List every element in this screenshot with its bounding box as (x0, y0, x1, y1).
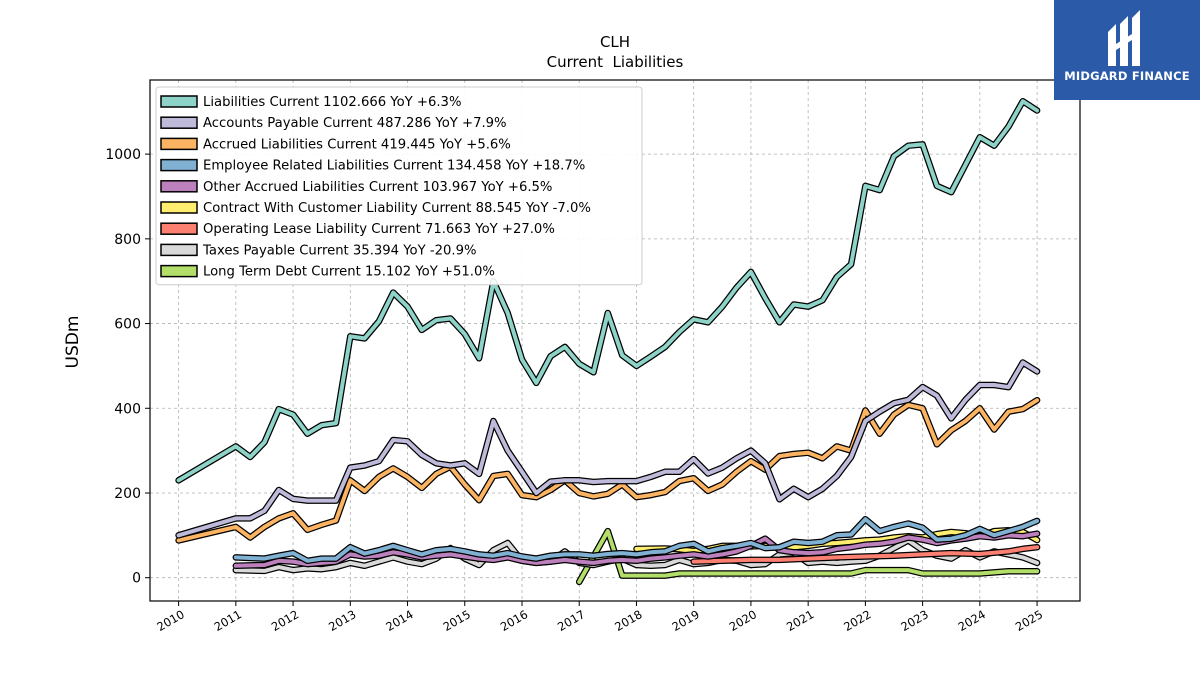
x-tick-label: 2018 (612, 607, 644, 634)
legend-swatch (160, 137, 198, 151)
legend-label: Taxes Payable Current 35.394 YoY -20.9% (202, 243, 477, 258)
legend-label: Accounts Payable Current 487.286 YoY +7.… (203, 116, 507, 131)
x-tick-label: 2020 (727, 607, 759, 634)
logo-mark-icon (1108, 10, 1140, 66)
x-tick-label: 2024 (956, 607, 988, 634)
legend-swatch (160, 264, 198, 278)
y-tick-label: 400 (114, 401, 141, 417)
series-line-stroke (176, 99, 1040, 483)
series-line (175, 359, 1041, 539)
series-line-outline (175, 396, 1041, 544)
legend-label: Accrued Liabilities Current 419.445 YoY … (203, 137, 511, 152)
legend-swatch (160, 201, 198, 214)
legend[interactable]: Liabilities Current 1102.666 YoY +6.3% Ac… (155, 86, 643, 286)
legend-swatch (160, 116, 198, 129)
legend-item[interactable]: Employee Related Liabilities Current 134… (160, 158, 585, 174)
x-tick-label: 2021 (784, 607, 816, 634)
legend-swatch (160, 222, 198, 235)
y-tick-label: 600 (114, 317, 141, 333)
legend-label: Liabilities Current 1102.666 YoY +6.3% (203, 95, 461, 110)
series-line (232, 515, 1041, 565)
series-line-stroke (233, 531, 1040, 568)
legend-item[interactable]: Taxes Payable Current 35.394 YoY -20.9% (160, 243, 477, 258)
x-tick-label: 2012 (269, 607, 301, 634)
chart-title: CLH (600, 33, 630, 51)
series-line (690, 543, 1041, 565)
x-tick-label: 2016 (498, 607, 530, 634)
series-line-outline (175, 359, 1041, 539)
legend-item[interactable]: Other Accrued Liabilities Current 103.96… (160, 180, 552, 195)
x-tick-label: 2014 (383, 607, 415, 634)
series-line (232, 530, 1041, 570)
legend-label: Contract With Customer Liability Current… (203, 201, 591, 216)
y-axis-label: USDm (63, 316, 83, 369)
series-line-stroke (691, 545, 1040, 564)
x-tick-label: 2013 (326, 607, 358, 634)
y-tick-label: 0 (132, 571, 141, 587)
legend-swatch (160, 95, 198, 108)
series-line-stroke (233, 517, 1040, 563)
x-tick-label: 2011 (212, 607, 244, 634)
legend-swatch (160, 180, 198, 193)
series-layer (175, 97, 1041, 586)
x-tick-label: 2023 (898, 607, 930, 634)
series-line (575, 527, 1041, 586)
series-line (175, 97, 1041, 484)
series-line (232, 537, 1041, 575)
legend-label: Other Accrued Liabilities Current 103.96… (203, 180, 552, 195)
x-tick-label: 2025 (1013, 607, 1045, 634)
y-tick-label: 800 (114, 232, 141, 248)
legend-swatch (160, 158, 198, 172)
legend-item[interactable]: Contract With Customer Liability Current… (160, 201, 591, 216)
x-tick-label: 2019 (670, 607, 702, 634)
chart-subtitle: Current Liabilities (547, 53, 684, 71)
x-tick-label: 2015 (441, 607, 473, 634)
series-line (175, 396, 1041, 544)
x-tick-label: 2017 (555, 607, 587, 634)
plot-frame (149, 79, 1081, 602)
legend-label: Employee Related Liabilities Current 134… (203, 159, 585, 174)
series-line-stroke (577, 529, 1040, 584)
legend-item[interactable]: Accrued Liabilities Current 419.445 YoY … (160, 137, 511, 152)
legend-item[interactable]: Operating Lease Liability Current 71.663… (160, 222, 555, 237)
y-tick-label: 200 (114, 486, 141, 502)
legend-swatch (160, 243, 198, 257)
x-tick-label: 2010 (154, 607, 186, 634)
legend-label: Operating Lease Liability Current 71.663… (203, 222, 555, 237)
logo-text: MIDGARD FINANCE (1064, 69, 1190, 83)
legend-box (155, 86, 643, 286)
legend-item[interactable]: Long Term Debt Current 15.102 YoY +51.0% (160, 264, 495, 280)
x-tick-label: 2022 (841, 607, 873, 634)
series-line-stroke (176, 360, 1040, 538)
legend-item[interactable]: Liabilities Current 1102.666 YoY +6.3% (160, 95, 461, 110)
series-line-stroke (176, 398, 1040, 543)
series-line-stroke (233, 538, 1040, 573)
legend-item[interactable]: Accounts Payable Current 487.286 YoY +7.… (160, 116, 507, 131)
brand-logo: MIDGARD FINANCE (1054, 0, 1200, 100)
legend-label: Long Term Debt Current 15.102 YoY +51.0% (203, 265, 495, 280)
y-tick-label: 1000 (105, 147, 141, 163)
